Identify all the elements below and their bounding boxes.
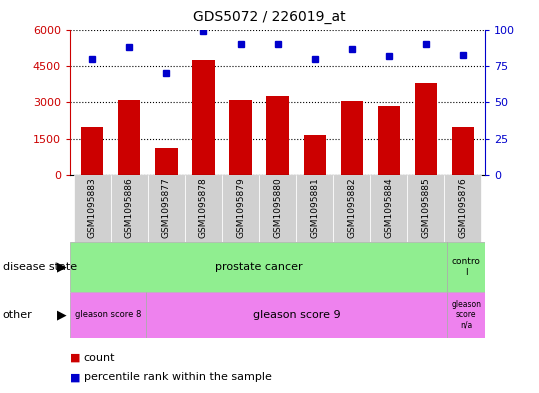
Bar [192, 60, 215, 175]
Bar [148, 175, 185, 242]
Bar [296, 175, 333, 242]
Text: other: other [3, 310, 32, 320]
Text: GSM1095884: GSM1095884 [384, 177, 393, 237]
Bar [70, 292, 146, 338]
Text: GSM1095881: GSM1095881 [310, 177, 319, 238]
Text: ■: ■ [70, 372, 80, 382]
Bar [266, 96, 289, 175]
Bar [447, 292, 485, 338]
Text: GSM1095879: GSM1095879 [236, 177, 245, 238]
Bar [155, 148, 177, 175]
Bar [407, 175, 444, 242]
Bar [341, 101, 363, 175]
Text: contro
l: contro l [452, 257, 481, 277]
Text: disease state: disease state [3, 262, 77, 272]
Bar [444, 175, 481, 242]
Bar [370, 175, 407, 242]
Text: GSM1095880: GSM1095880 [273, 177, 282, 238]
Text: ▶: ▶ [57, 261, 67, 274]
Text: percentile rank within the sample: percentile rank within the sample [84, 372, 272, 382]
Text: count: count [84, 353, 115, 363]
Text: GSM1095882: GSM1095882 [347, 177, 356, 237]
Text: ■: ■ [70, 353, 80, 363]
Text: prostate cancer: prostate cancer [215, 262, 302, 272]
Bar [378, 106, 400, 175]
Bar [146, 292, 447, 338]
Text: GSM1095883: GSM1095883 [88, 177, 97, 238]
Text: gleason score 9: gleason score 9 [253, 310, 340, 320]
Bar [259, 175, 296, 242]
Bar [452, 127, 474, 175]
Text: GSM1095885: GSM1095885 [421, 177, 430, 238]
Text: GSM1095876: GSM1095876 [458, 177, 467, 238]
Bar [447, 242, 485, 292]
Bar [81, 127, 103, 175]
Text: gleason
score
n/a: gleason score n/a [451, 300, 481, 330]
Text: GSM1095878: GSM1095878 [199, 177, 208, 238]
Bar [230, 100, 252, 175]
Bar [414, 83, 437, 175]
Text: GSM1095877: GSM1095877 [162, 177, 171, 238]
Text: ▶: ▶ [57, 309, 67, 321]
Bar [111, 175, 148, 242]
Bar [118, 100, 141, 175]
Bar [303, 135, 326, 175]
Text: GSM1095886: GSM1095886 [125, 177, 134, 238]
Text: GDS5072 / 226019_at: GDS5072 / 226019_at [193, 10, 346, 24]
Bar [333, 175, 370, 242]
Bar [222, 175, 259, 242]
Bar [74, 175, 111, 242]
Bar [185, 175, 222, 242]
Text: gleason score 8: gleason score 8 [74, 310, 141, 320]
